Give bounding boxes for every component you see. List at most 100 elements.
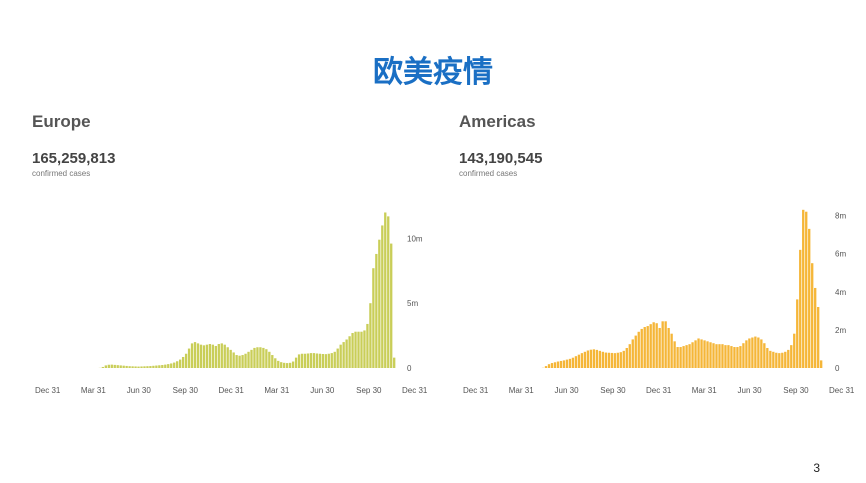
x-tick-label: Mar 31 — [509, 386, 534, 395]
bar — [673, 341, 676, 368]
bar — [763, 343, 766, 368]
bar — [625, 347, 628, 368]
bar — [739, 346, 742, 368]
bar — [631, 339, 634, 368]
y-tick-label: 5m — [407, 299, 418, 308]
bar — [190, 343, 194, 368]
region-title: Americas — [459, 112, 536, 131]
y-tick-label: 8m — [835, 212, 846, 221]
x-tick-label: Dec 31 — [646, 386, 672, 395]
bar — [592, 349, 596, 368]
y-tick-label: 0 — [835, 364, 840, 373]
bar — [703, 340, 706, 368]
bar — [294, 357, 298, 368]
page-number: 3 — [813, 461, 820, 475]
bar — [670, 333, 673, 368]
bar — [220, 343, 223, 368]
bar — [277, 360, 280, 368]
bar — [274, 358, 277, 368]
bar — [607, 352, 610, 368]
bar — [107, 364, 110, 368]
bar — [547, 364, 551, 368]
bar — [637, 331, 640, 368]
bar — [250, 349, 253, 368]
bar — [387, 216, 390, 368]
bar — [658, 327, 661, 368]
bar — [238, 355, 241, 368]
x-tick-label: Sep 30 — [173, 386, 199, 395]
bar — [101, 366, 105, 368]
bar — [393, 357, 396, 368]
slide-title: 欧美疫情 — [373, 55, 493, 90]
bar — [196, 343, 200, 368]
x-tick-label: Jun 30 — [555, 386, 580, 395]
bar — [694, 340, 697, 368]
bar — [604, 352, 607, 368]
bar — [736, 347, 739, 368]
x-tick-label: Dec 31 — [463, 386, 489, 395]
bar — [766, 347, 769, 368]
bar — [384, 212, 387, 368]
bar — [262, 347, 265, 368]
bar — [745, 340, 748, 368]
bar — [568, 358, 572, 368]
x-tick-label: Dec 31 — [402, 386, 428, 395]
bar — [544, 366, 548, 368]
bar — [565, 359, 569, 368]
bar — [232, 352, 235, 368]
y-tick-label: 0 — [407, 364, 412, 373]
bar — [751, 337, 754, 368]
bar — [724, 345, 727, 368]
bar — [327, 353, 330, 368]
bar — [158, 365, 161, 368]
bar — [688, 344, 691, 368]
bar — [577, 354, 581, 368]
bar — [199, 344, 203, 368]
y-tick-label: 4m — [835, 288, 846, 297]
bar — [181, 356, 185, 368]
bar — [802, 209, 805, 368]
bar — [286, 363, 289, 368]
bar — [787, 349, 790, 368]
confirmed-caption: confirmed cases — [32, 169, 91, 178]
bar — [235, 355, 238, 368]
confirmed-total: 165,259,813 — [32, 150, 116, 167]
y-tick-label: 6m — [835, 250, 846, 259]
bar — [769, 350, 772, 368]
bar — [309, 353, 313, 368]
bar — [580, 353, 584, 368]
bar — [131, 366, 134, 368]
bar — [790, 345, 793, 368]
bar — [610, 352, 613, 368]
region-title: Europe — [32, 112, 91, 131]
bar — [571, 357, 575, 368]
bar — [595, 349, 599, 368]
bar — [682, 346, 685, 368]
bar — [366, 323, 369, 368]
bar — [556, 361, 560, 368]
bar — [291, 361, 295, 368]
bar — [229, 349, 232, 368]
bar — [589, 349, 593, 368]
bar — [116, 365, 119, 368]
bar — [187, 348, 191, 368]
bar — [247, 351, 250, 368]
bar — [550, 363, 554, 368]
bar — [351, 333, 354, 368]
bar — [622, 350, 625, 368]
bar — [772, 351, 775, 368]
bar — [811, 263, 814, 368]
bar — [146, 366, 149, 368]
bar — [730, 346, 733, 368]
bar — [706, 341, 709, 368]
bar — [265, 349, 268, 368]
bar — [574, 356, 578, 368]
x-tick-label: Mar 31 — [264, 386, 289, 395]
bar — [259, 347, 262, 368]
bar — [799, 249, 802, 368]
x-tick-label: Mar 31 — [692, 386, 717, 395]
bar — [661, 321, 664, 368]
bar — [256, 347, 259, 368]
bar — [628, 344, 631, 368]
bar — [297, 354, 301, 368]
